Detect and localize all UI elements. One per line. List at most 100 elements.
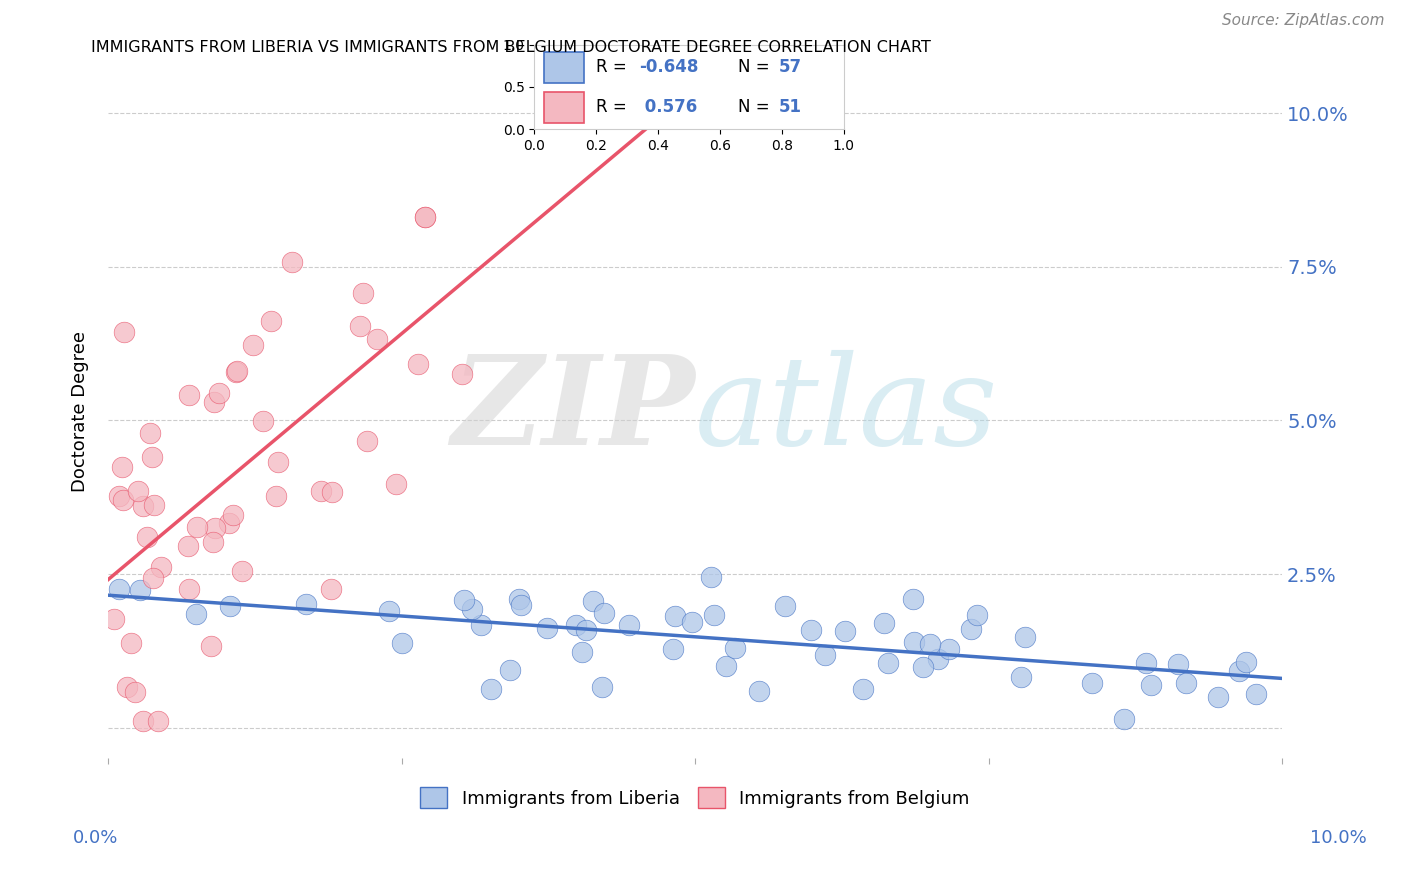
- Point: [202, 394, 225, 409]
- Point: [617, 618, 640, 632]
- FancyBboxPatch shape: [544, 92, 583, 122]
- Point: [703, 608, 725, 623]
- Point: [901, 591, 924, 606]
- Point: [1014, 630, 1036, 644]
- Point: [714, 659, 737, 673]
- Point: [186, 607, 208, 621]
- Point: [267, 455, 290, 469]
- Point: [115, 680, 138, 694]
- Point: [565, 617, 588, 632]
- Point: [321, 485, 343, 500]
- Point: [593, 606, 616, 620]
- Point: [682, 615, 704, 629]
- Point: [127, 484, 149, 499]
- Point: [499, 664, 522, 678]
- Text: 51: 51: [779, 98, 801, 116]
- Point: [834, 624, 856, 639]
- Point: [124, 685, 146, 699]
- Point: [966, 608, 988, 623]
- Legend: Immigrants from Liberia, Immigrants from Belgium: Immigrants from Liberia, Immigrants from…: [413, 780, 977, 815]
- Point: [225, 366, 247, 380]
- Point: [200, 640, 222, 654]
- Point: [108, 582, 131, 596]
- Point: [177, 582, 200, 596]
- Point: [960, 623, 983, 637]
- Point: [142, 499, 165, 513]
- Point: [575, 623, 598, 637]
- Point: [451, 368, 474, 382]
- Point: [103, 612, 125, 626]
- Text: N =: N =: [738, 59, 775, 77]
- Point: [800, 624, 823, 638]
- Point: [242, 338, 264, 352]
- Point: [554, 75, 576, 89]
- Point: [872, 616, 894, 631]
- Point: [252, 414, 274, 428]
- Point: [112, 325, 135, 339]
- Point: [108, 490, 131, 504]
- Point: [129, 583, 152, 598]
- Point: [111, 459, 134, 474]
- Point: [877, 657, 900, 671]
- Point: [1135, 656, 1157, 670]
- Y-axis label: Doctorate Degree: Doctorate Degree: [72, 331, 89, 491]
- Point: [309, 483, 332, 498]
- Point: [349, 319, 371, 334]
- Point: [918, 637, 941, 651]
- Point: [748, 684, 770, 698]
- FancyBboxPatch shape: [544, 53, 583, 83]
- Point: [460, 602, 482, 616]
- Text: ZIP: ZIP: [451, 351, 695, 472]
- Point: [508, 592, 530, 607]
- Point: [479, 681, 502, 696]
- Point: [218, 599, 240, 613]
- Text: -0.648: -0.648: [640, 59, 699, 77]
- Text: 0.576: 0.576: [640, 98, 697, 116]
- Point: [1167, 657, 1189, 671]
- Text: N =: N =: [738, 98, 775, 116]
- Point: [231, 564, 253, 578]
- Point: [773, 599, 796, 613]
- Point: [1140, 677, 1163, 691]
- Point: [582, 594, 605, 608]
- Point: [470, 618, 492, 632]
- Point: [356, 434, 378, 449]
- Point: [927, 651, 949, 665]
- Point: [208, 386, 231, 401]
- Point: [319, 582, 342, 597]
- Text: R =: R =: [596, 59, 633, 77]
- Point: [406, 358, 429, 372]
- Point: [724, 641, 747, 656]
- Point: [225, 363, 247, 377]
- Point: [664, 608, 686, 623]
- Text: Source: ZipAtlas.com: Source: ZipAtlas.com: [1222, 13, 1385, 28]
- Point: [413, 211, 436, 225]
- Point: [177, 388, 200, 402]
- Point: [120, 636, 142, 650]
- Point: [352, 285, 374, 300]
- Point: [1246, 688, 1268, 702]
- Point: [222, 508, 245, 522]
- Point: [903, 635, 925, 649]
- Point: [264, 489, 287, 503]
- Point: [415, 210, 437, 224]
- Text: R =: R =: [596, 98, 633, 116]
- Point: [814, 648, 837, 662]
- Point: [111, 492, 134, 507]
- Text: 0.0%: 0.0%: [73, 829, 118, 847]
- Point: [378, 604, 401, 618]
- Point: [938, 641, 960, 656]
- Point: [204, 521, 226, 535]
- Point: [131, 714, 153, 729]
- Text: atlas: atlas: [695, 351, 998, 472]
- Point: [1206, 690, 1229, 704]
- Point: [218, 516, 240, 531]
- Point: [571, 645, 593, 659]
- Point: [391, 636, 413, 650]
- Point: [148, 714, 170, 729]
- Point: [132, 500, 155, 514]
- Point: [186, 520, 208, 534]
- Point: [1081, 676, 1104, 690]
- Point: [591, 680, 613, 694]
- Point: [1227, 664, 1250, 678]
